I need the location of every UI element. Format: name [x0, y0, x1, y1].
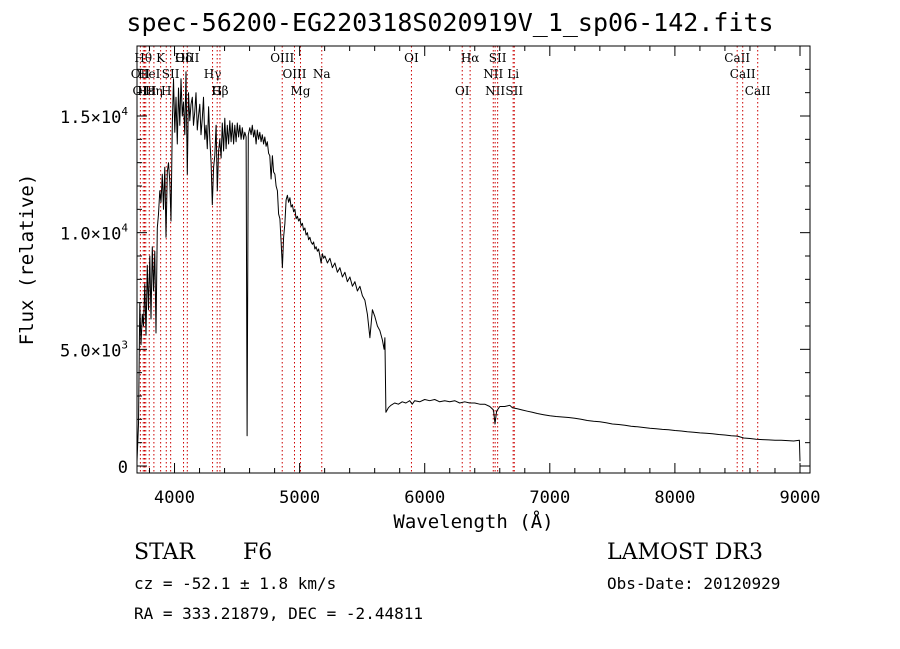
y-tick-label: 0 — [118, 458, 128, 478]
x-tick-label: 4000 — [154, 488, 195, 508]
spectrum-line — [136, 71, 801, 462]
line-marker-label: HeI — [138, 67, 161, 81]
y-tick-label: 5.0×103 — [60, 338, 128, 361]
line-marker-label: Hα — [461, 51, 480, 65]
line-marker-label: NII — [485, 84, 505, 98]
y-axis: 0 5.0×103 1.0×104 1.5×104 — [60, 68, 810, 478]
line-marker-label: NII — [483, 67, 503, 81]
line-marker-label: OI — [455, 84, 470, 98]
x-axis: 4000 5000 6000 7000 8000 9000 — [149, 46, 821, 508]
line-marker-label: OIII — [175, 51, 199, 65]
line-marker-label: SII — [489, 51, 507, 65]
line-marker-label: Hη — [145, 84, 163, 98]
x-tick-label: 5000 — [279, 488, 320, 508]
line-marker-label: G — [212, 84, 222, 98]
y-tick-label: 1.0×104 — [60, 222, 128, 245]
x-tick-label: 8000 — [654, 488, 695, 508]
line-marker-label: Na — [313, 67, 331, 81]
chart-title: spec-56200-EG220318S020919V_1_sp06-142.f… — [126, 8, 774, 37]
x-tick-label: 7000 — [529, 488, 570, 508]
line-marker-label: Hγ — [204, 67, 222, 81]
line-marker-label: OIII — [270, 51, 294, 65]
line-marker-label: K — [156, 51, 166, 65]
line-marker-label: Li — [507, 67, 519, 81]
y-axis-label: Flux (relative) — [16, 174, 38, 346]
survey-name: LAMOST DR3 — [607, 540, 763, 565]
spectrum-series — [136, 71, 801, 462]
redshift-velocity: cz = -52.1 ± 1.8 km/s — [134, 574, 337, 593]
line-marker-label: CaII — [745, 84, 771, 98]
emission-line-markers: OIIHθOIIIHεHeIHηKHSIIHδOIIIHγGHβOIIIOIII… — [131, 46, 771, 473]
line-marker-label: CaII — [724, 51, 750, 65]
object-subclass: F6 — [243, 540, 273, 565]
line-marker-label: SII — [162, 67, 180, 81]
line-marker-label: SII — [505, 84, 523, 98]
line-marker-label: OIII — [132, 84, 156, 98]
plot-frame — [136, 45, 811, 474]
coordinates: RA = 333.21879, DEC = -2.44811 — [134, 604, 423, 623]
line-marker-label: Hδ — [175, 51, 193, 65]
line-marker-label: Hθ — [134, 51, 152, 65]
line-marker-label: CaII — [730, 67, 756, 81]
line-marker-label: Hβ — [211, 84, 228, 98]
line-marker-label: Hε — [137, 84, 154, 98]
object-class: STAR — [134, 540, 195, 565]
line-marker-label: H — [161, 84, 171, 98]
observation-date: Obs-Date: 20120929 — [607, 574, 781, 593]
line-marker-label: Mg — [291, 84, 311, 98]
y-tick-label: 1.5×104 — [60, 105, 128, 128]
x-tick-label: 6000 — [404, 488, 445, 508]
line-marker-label: OI — [404, 51, 419, 65]
x-axis-label: Wavelength (Å) — [393, 510, 553, 533]
line-marker-label: OIII — [282, 67, 306, 81]
x-tick-label: 9000 — [780, 488, 821, 508]
